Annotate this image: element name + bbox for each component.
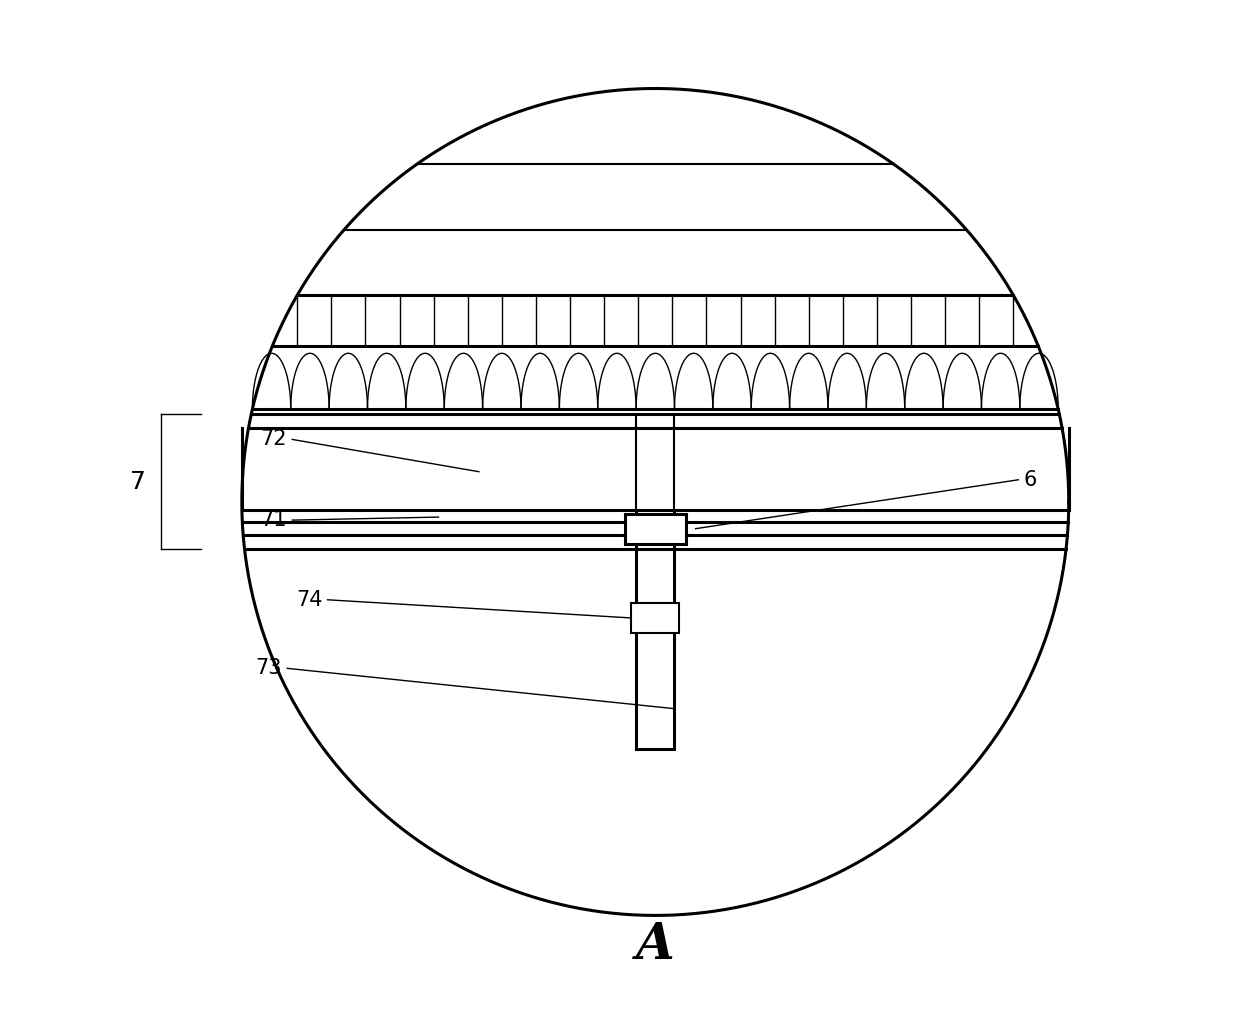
Text: 71: 71 [260, 510, 288, 530]
Text: A: A [636, 921, 675, 970]
Bar [631, 602, 680, 633]
Bar [625, 513, 686, 544]
Text: 74: 74 [296, 590, 322, 609]
Text: 6: 6 [1023, 469, 1037, 490]
Text: 7: 7 [130, 469, 146, 494]
Text: 73: 73 [255, 658, 283, 678]
Text: 72: 72 [260, 430, 288, 449]
